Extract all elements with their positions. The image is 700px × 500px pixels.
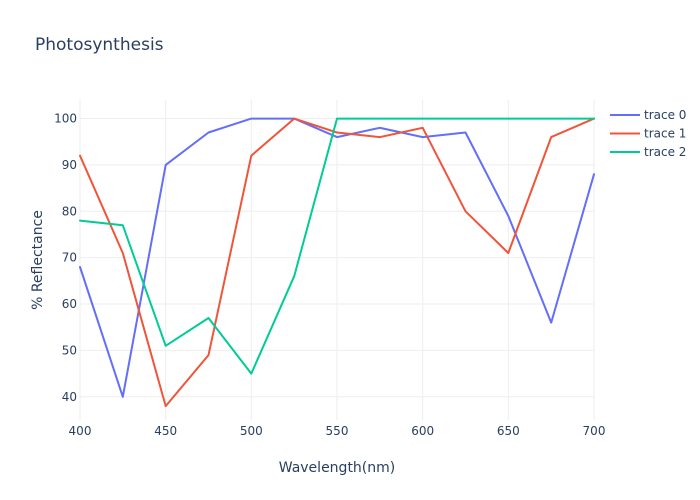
x-tick-label: 650: [497, 424, 520, 438]
y-axis-ticks: 40 50 60 70 80 90 100: [54, 112, 77, 404]
y-tick-label: 40: [62, 390, 77, 404]
x-tick-label: 400: [69, 424, 92, 438]
x-tick-label: 550: [326, 424, 349, 438]
legend-label: trace 1: [644, 127, 686, 141]
x-tick-label: 500: [240, 424, 263, 438]
series-line-trace-1: [79, 117, 595, 408]
y-tick-label: 70: [62, 251, 77, 265]
y-tick-label: 100: [54, 112, 77, 126]
legend-label: trace 2: [644, 145, 686, 159]
y-tick-label: 80: [62, 204, 77, 218]
series-line-trace-2: [79, 117, 595, 375]
x-axis-ticks: 400 450 500 550 600 650 700: [69, 424, 606, 438]
legend-label: trace 0: [644, 108, 686, 122]
series-line-trace-0: [79, 117, 595, 398]
x-tick-label: 700: [583, 424, 606, 438]
legend-item-trace-2[interactable]: trace 2: [610, 145, 686, 159]
y-axis-label: % Reflectance: [30, 210, 46, 310]
series-layer: [79, 117, 595, 408]
y-tick-label: 90: [62, 158, 77, 172]
legend-item-trace-0[interactable]: trace 0: [610, 108, 686, 122]
x-tick-label: 450: [154, 424, 177, 438]
legend-item-trace-1[interactable]: trace 1: [610, 127, 686, 141]
legend[interactable]: trace 0 trace 1 trace 2: [610, 108, 686, 159]
x-axis-label: Wavelength(nm): [279, 460, 395, 476]
x-tick-label: 600: [411, 424, 434, 438]
y-tick-label: 60: [62, 297, 77, 311]
y-tick-label: 50: [62, 343, 77, 357]
chart-title: Photosynthesis: [35, 35, 164, 55]
